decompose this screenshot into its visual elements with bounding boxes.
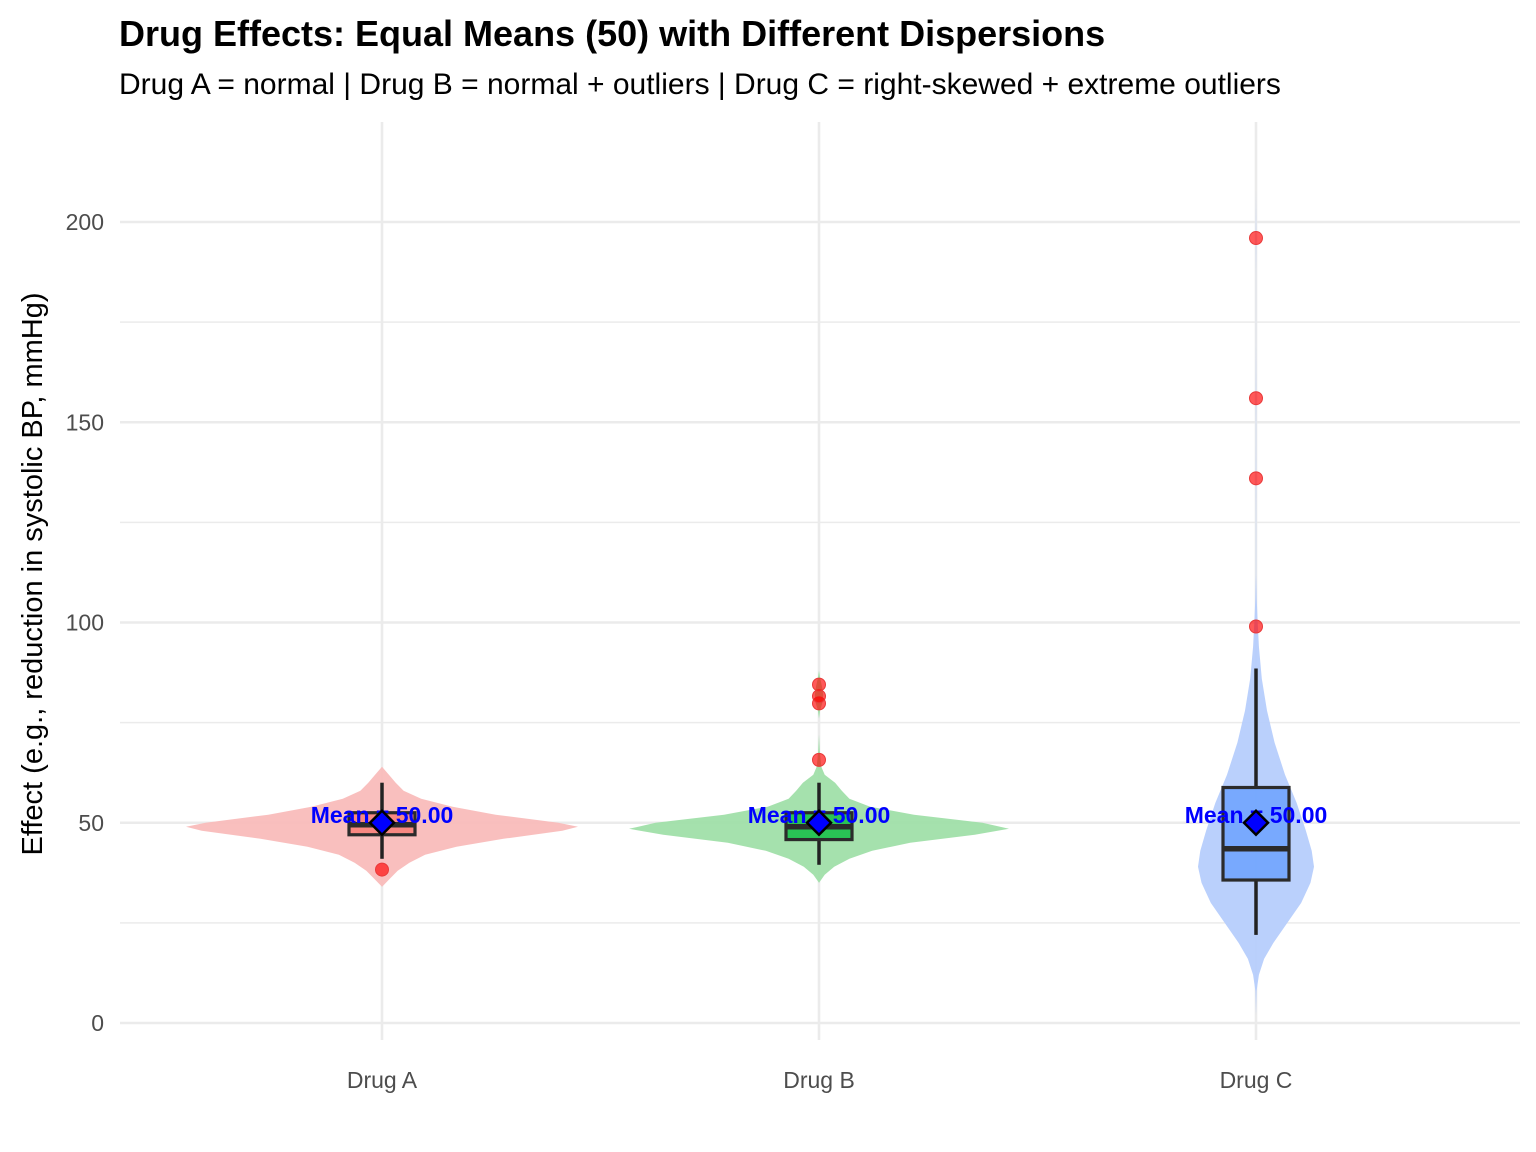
- mean-diamond: [1242, 808, 1270, 837]
- axis-ticks: 0 50 100 150 200 Drug A Drug B Drug C: [66, 209, 1293, 1093]
- mean-diamond: [368, 808, 396, 837]
- outlier-point: [1249, 619, 1263, 634]
- violin-drug-b: [629, 670, 1009, 883]
- y-tick-label: 200: [66, 209, 104, 235]
- outlier-points: [375, 231, 1263, 877]
- y-tick-label: 150: [66, 409, 104, 435]
- y-tick-label: 50: [78, 810, 104, 836]
- chart-title: Drug Effects: Equal Means (50) with Diff…: [119, 13, 1106, 54]
- outlier-point: [1249, 391, 1263, 406]
- outlier-point: [812, 752, 826, 767]
- outlier-point: [1249, 231, 1263, 246]
- mean-diamond: [805, 808, 833, 837]
- y-tick-label: 100: [66, 610, 104, 636]
- x-tick-label: Drug C: [1220, 1067, 1293, 1093]
- x-tick-label: Drug A: [347, 1067, 418, 1093]
- violins: [186, 190, 1314, 1015]
- y-tick-label: 0: [91, 1010, 104, 1036]
- outlier-point: [1249, 471, 1263, 486]
- grid-lines: [120, 122, 1520, 1040]
- x-tick-label: Drug B: [783, 1067, 855, 1093]
- outlier-point: [812, 677, 826, 692]
- chart-subtitle: Drug A = normal | Drug B = normal + outl…: [119, 68, 1281, 101]
- outlier-point: [812, 689, 826, 704]
- outlier-point: [375, 862, 389, 877]
- y-axis-title: Effect (e.g., reduction in systolic BP, …: [17, 292, 49, 855]
